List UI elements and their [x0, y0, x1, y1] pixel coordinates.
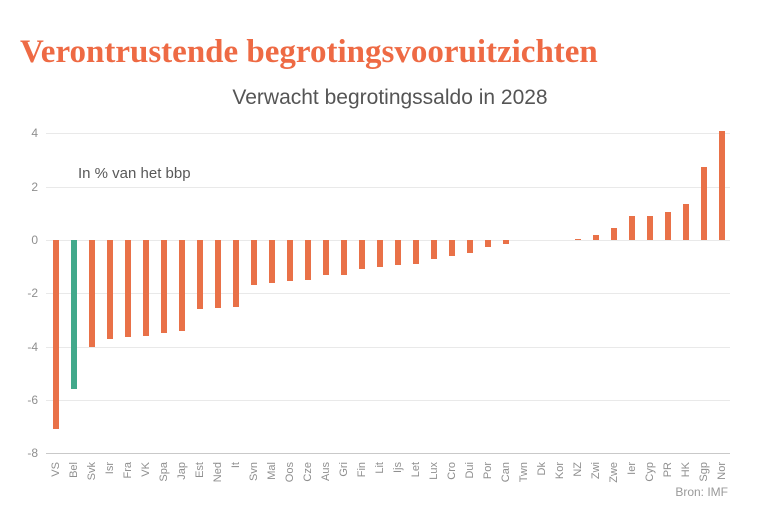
x-label-Kor: Kor [553, 462, 566, 480]
bar-Fin [358, 240, 365, 270]
x-axis-line [46, 453, 730, 454]
source-credit: Bron: IMF [675, 485, 728, 499]
gridline [46, 187, 730, 188]
gridline [46, 240, 730, 241]
x-label-Ijs: Ijs [391, 462, 404, 473]
bar-Gri [340, 240, 347, 275]
bar-VK [142, 240, 149, 336]
bar-Est [196, 240, 203, 310]
y-tick-label: -6 [27, 393, 38, 407]
x-label-Zwi: Zwi [589, 462, 602, 480]
y-tick-label: -2 [27, 286, 38, 300]
x-label-Ned: Ned [211, 462, 224, 483]
bar-Aus [322, 240, 329, 275]
gridline [46, 400, 730, 401]
chart-subtitle: Verwacht begrotingssaldo in 2028 [232, 86, 548, 109]
x-label-Dk: Dk [535, 462, 548, 476]
x-label-Bel: Bel [67, 462, 80, 478]
x-label-Svk: Svk [85, 462, 98, 481]
x-label-Cro: Cro [445, 462, 458, 480]
bar-VS [52, 240, 59, 430]
x-label-Cyp: Cyp [643, 462, 656, 482]
x-label-Gri: Gri [337, 462, 350, 477]
bar-Fra [124, 240, 131, 338]
bar-Oos [286, 240, 293, 282]
y-tick-label: 4 [31, 126, 38, 140]
bar-HK [682, 203, 689, 240]
y-tick-label: 0 [31, 233, 38, 247]
x-label-Zwe: Zwe [607, 462, 620, 483]
x-label-Svn: Svn [247, 462, 260, 481]
x-label-It: It [229, 462, 242, 469]
x-label-NZ: NZ [571, 462, 584, 477]
bar-Ijs [394, 240, 401, 266]
x-label-Por: Por [481, 462, 494, 480]
gridline [46, 293, 730, 294]
bar-Isr [106, 240, 113, 339]
bar-Dui [466, 240, 473, 254]
bar-Cro [448, 240, 455, 256]
x-label-Lux: Lux [427, 462, 440, 480]
bar-Can [502, 240, 509, 244]
bar-Let [412, 240, 419, 264]
bar-Cze [304, 240, 311, 280]
x-label-Lit: Lit [373, 462, 386, 474]
x-label-VS: VS [49, 462, 62, 477]
bar-Svn [250, 240, 257, 286]
bar-Por [484, 240, 491, 247]
gridline [46, 133, 730, 134]
x-label-Fra: Fra [121, 462, 134, 479]
bar-Ned [214, 240, 221, 308]
bar-Zwe [610, 227, 617, 240]
x-label-Can: Can [499, 462, 512, 483]
bar-Ier [628, 215, 635, 240]
y-tick-label: -8 [27, 446, 38, 460]
x-label-Cze: Cze [301, 462, 314, 482]
bar-Lux [430, 240, 437, 259]
bar-Jap [178, 240, 185, 331]
bar-Zwi [592, 234, 599, 240]
bar-Mal [268, 240, 275, 283]
bar-It [232, 240, 239, 307]
bar-Lit [376, 240, 383, 267]
bar-PR [664, 211, 671, 240]
x-label-Est: Est [193, 462, 206, 478]
x-label-Fin: Fin [355, 462, 368, 478]
x-label-Twn: Twn [517, 462, 530, 483]
bar-Bel [70, 240, 77, 390]
x-label-PR: PR [661, 462, 674, 478]
bar-NZ [574, 238, 581, 240]
x-label-Oos: Oos [283, 462, 296, 483]
x-label-Ier: Ier [625, 462, 638, 475]
gridline [46, 347, 730, 348]
x-label-Isr: Isr [103, 462, 116, 475]
unit-label: In % van het bbp [78, 165, 191, 182]
bar-Svk [88, 240, 95, 347]
x-label-Jap: Jap [175, 462, 188, 480]
bar-Sgp [700, 166, 707, 240]
x-label-Spa: Spa [157, 462, 170, 482]
bar-Nor [718, 130, 725, 240]
bar-Spa [160, 240, 167, 334]
y-tick-label: 2 [31, 180, 38, 194]
x-label-Dui: Dui [463, 462, 476, 479]
page-title: Verontrustende begrotingsvooruitzichten [20, 34, 598, 71]
x-label-Aus: Aus [319, 462, 332, 481]
x-label-Mal: Mal [265, 462, 278, 480]
y-tick-label: -4 [27, 340, 38, 354]
x-label-Let: Let [409, 462, 422, 478]
bar-Cyp [646, 215, 653, 240]
x-label-VK: VK [139, 462, 152, 477]
